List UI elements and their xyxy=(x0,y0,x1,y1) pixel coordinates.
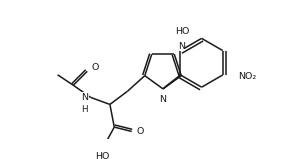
Text: O: O xyxy=(92,63,99,72)
Text: N: N xyxy=(178,42,185,51)
Text: O: O xyxy=(137,127,144,136)
Text: NO₂: NO₂ xyxy=(238,72,257,81)
Text: H: H xyxy=(81,105,88,114)
Text: HO: HO xyxy=(175,27,189,36)
Text: N: N xyxy=(81,93,88,102)
Text: HO: HO xyxy=(95,152,109,159)
Text: N: N xyxy=(160,95,166,104)
